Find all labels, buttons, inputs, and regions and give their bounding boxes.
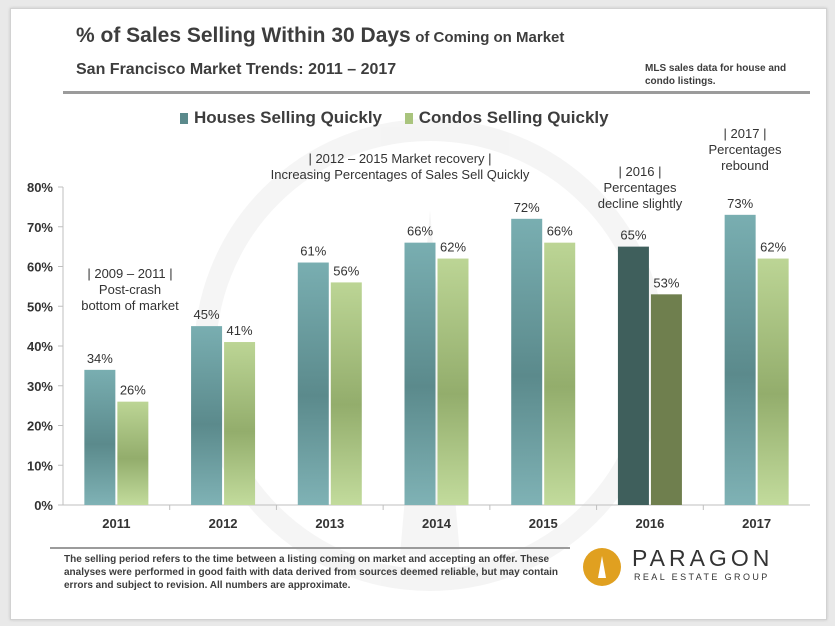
data-label-condos: 62% [760,240,786,255]
header-divider [63,91,810,94]
legend-item-houses: Houses Selling Quickly [180,108,382,128]
y-tick-label: 60% [27,260,53,275]
bar-houses [297,262,329,505]
footer-disclaimer: The selling period refers to the time be… [64,554,559,591]
y-tick-label: 70% [27,220,53,235]
annotation-line: | 2012 – 2015 Market recovery | [308,151,492,166]
x-tick-label: 2014 [422,516,452,531]
bar-condos [117,401,149,505]
annotation-line: | 2016 | [618,164,662,179]
footer-divider [50,547,570,549]
legend: Houses Selling Quickly Condos Selling Qu… [180,108,627,129]
annotation-line: Increasing Percentages of Sales Sell Qui… [270,167,530,182]
bar-condos [330,282,362,505]
logo-mark [598,556,606,578]
bar-houses [724,214,756,505]
bar-condos [650,294,682,505]
x-tick-label: 2011 [102,516,130,531]
data-label-houses: 65% [620,228,646,243]
y-tick-label: 20% [27,419,53,434]
data-label-houses: 72% [514,200,540,215]
data-label-condos: 56% [333,263,359,278]
legend-label-condos: Condos Selling Quickly [418,108,609,127]
bar-houses [404,242,436,505]
data-label-houses: 45% [194,307,220,322]
annotation-line: decline slightly [597,196,683,211]
title-suffix: of Coming on Market [415,29,565,46]
data-label-condos: 53% [653,275,679,290]
x-tick-label: 2012 [209,516,238,531]
annotation-2016: | 2016 | Percentages decline slightly [585,164,695,212]
data-label-condos: 66% [547,224,573,239]
annotation-line: Percentages [603,180,677,195]
annotation-2012-2015: | 2012 – 2015 Market recovery | Increasi… [245,151,555,183]
y-tick-label: 80% [27,180,53,195]
legend-label-houses: Houses Selling Quickly [194,108,383,127]
x-tick-label: 2016 [635,516,664,531]
annotation-line: | 2017 | [723,126,767,141]
annotation-2017: | 2017 | Percentages rebound [690,126,800,174]
y-tick-label: 50% [27,299,53,314]
data-label-condos: 62% [440,240,466,255]
bar-houses [84,369,116,505]
data-label-houses: 61% [300,244,326,259]
chart-title: % of Sales Selling Within 30 Days of Com… [76,24,564,48]
data-label-houses: 73% [727,196,753,211]
logo-name: PARAGON [632,545,774,571]
annotation-2009-2011: | 2009 – 2011 | Post-crash bottom of mar… [70,266,190,314]
data-label-condos: 26% [120,383,146,398]
bar-condos [224,342,256,505]
data-label-houses: 34% [87,351,113,366]
legend-swatch-houses [180,112,188,124]
paragon-logo-icon [583,548,621,586]
data-label-condos: 41% [227,323,253,338]
x-tick-label: 2013 [315,516,344,531]
annotation-line: rebound [721,158,769,173]
x-tick-label: 2015 [529,516,558,531]
bar-condos [544,242,576,505]
annotation-line: | 2009 – 2011 | [87,266,173,281]
annotation-line: Percentages [708,142,782,157]
bar-condos [437,258,469,505]
annotation-line: Post-crash [98,282,162,297]
legend-swatch-condos [404,112,413,124]
bar-houses [511,218,543,506]
x-tick-label: 2017 [742,516,771,531]
source-note: MLS sales data for house and condo listi… [645,63,787,87]
y-tick-label: 0% [34,498,53,513]
legend-item-condos: Condos Selling Quickly [404,108,609,128]
logo-tagline: REAL ESTATE GROUP [634,572,770,582]
bar-houses [617,246,649,505]
annotation-line: bottom of market [81,298,179,313]
title-main: % of Sales Selling Within 30 Days [76,24,411,47]
bar-condos [757,258,789,505]
y-tick-label: 40% [27,339,53,354]
chart-subtitle: San Francisco Market Trends: 2011 – 2017 [76,61,397,78]
y-tick-label: 30% [27,379,53,394]
data-label-houses: 66% [407,224,433,239]
bar-houses [191,326,223,505]
y-tick-label: 10% [27,458,53,473]
